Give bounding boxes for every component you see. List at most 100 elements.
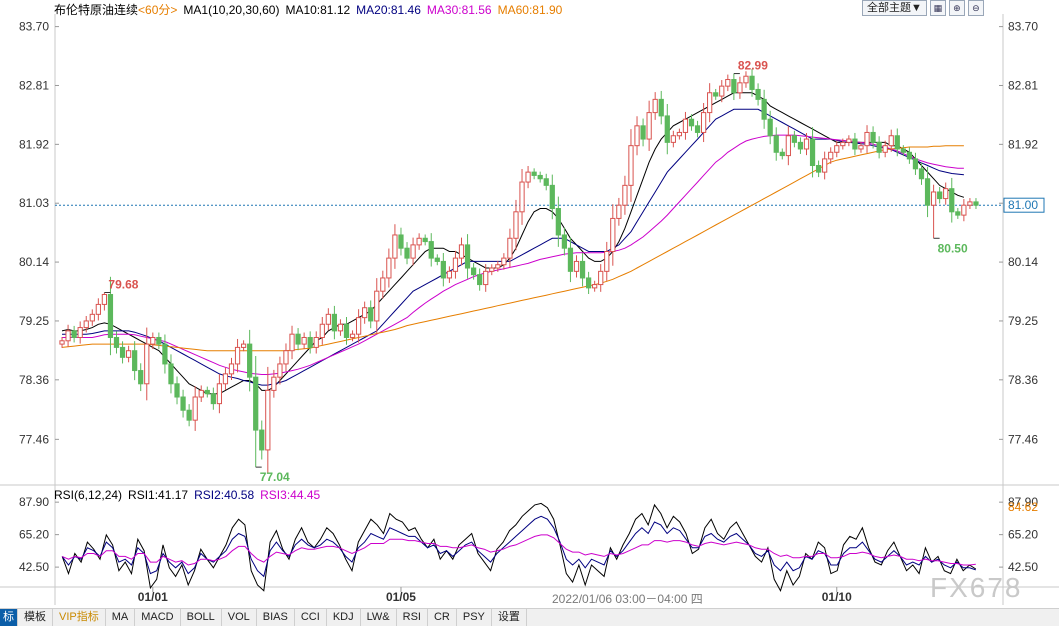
candle-body-up [573, 260, 580, 272]
candle [876, 136, 882, 159]
candle-body-up [943, 188, 949, 200]
candle [531, 168, 537, 180]
candle-body-down [924, 178, 931, 206]
ma-settings-label[interactable]: MA1(10,20,30,60) [183, 3, 280, 17]
rsi-tick-label-left: 42.50 [19, 560, 49, 574]
candle-body-up [362, 307, 368, 319]
tab-cr[interactable]: CR [428, 609, 457, 626]
tab-kdj[interactable]: KDJ [327, 609, 361, 626]
candle [362, 301, 368, 324]
candle [343, 316, 350, 345]
candle-body-down [180, 396, 186, 411]
candle [156, 332, 162, 350]
candle [688, 114, 695, 131]
candle-body-down [779, 151, 785, 157]
tab-macd[interactable]: MACD [135, 609, 181, 626]
candle-body-up [652, 98, 658, 114]
candle-body-up [216, 383, 223, 405]
candle-body-down [797, 141, 804, 150]
y-tick-label-right: 78.36 [1008, 373, 1038, 387]
candle-body-down [295, 333, 301, 345]
candle-body-down [404, 247, 410, 259]
candle [331, 305, 338, 340]
candle [707, 83, 713, 123]
candle [513, 199, 519, 251]
candle [797, 137, 804, 154]
candle-body-down [918, 168, 925, 180]
tab-rsi[interactable]: RSI [397, 609, 428, 626]
period-label[interactable]: <60分> [138, 3, 178, 17]
candle [422, 234, 428, 246]
candle [259, 420, 265, 460]
tab-vol[interactable]: VOL [222, 609, 257, 626]
grid-icon[interactable]: ▦ [929, 0, 946, 16]
candle-body-down [894, 135, 900, 150]
candle [555, 196, 561, 247]
candle [65, 324, 71, 347]
y-tick-label-left: 79.25 [19, 314, 49, 328]
candle-body-down [567, 247, 574, 272]
y-tick-label-left: 78.36 [19, 373, 49, 387]
tab-cci[interactable]: CCI [295, 609, 327, 626]
candle [495, 260, 501, 272]
crosshair-date: 2022/01/06 03:00－04:00 四 [552, 592, 703, 606]
candle [380, 270, 386, 299]
tab-template[interactable]: 模板 [18, 609, 53, 626]
rsi-settings-label[interactable]: RSI(6,12,24) [54, 488, 123, 502]
tab-bias[interactable]: BIAS [257, 609, 295, 626]
candle-body-up [846, 138, 852, 143]
x-tick-label: 01/10 [822, 590, 852, 604]
candle-body-down [398, 234, 404, 249]
zoom-out-icon[interactable]: ⊖ [967, 0, 984, 16]
tab-boll[interactable]: BOLL [181, 609, 222, 626]
candle [198, 385, 204, 402]
rsi2-line [61, 515, 976, 578]
candle-body-down [470, 267, 477, 276]
candle-body-down [755, 88, 761, 100]
y-tick-label-right: 79.25 [1008, 314, 1038, 328]
candle-body-down [912, 158, 919, 170]
candle [640, 118, 646, 147]
tab-vip-indicator[interactable]: VIP指标 [53, 609, 106, 626]
candle [537, 171, 543, 183]
candle-body-down [537, 174, 543, 180]
candle [846, 135, 852, 147]
candle [955, 208, 961, 219]
candle-body-down [585, 277, 592, 289]
time-axis: 01/01 01/05 01/10 [138, 587, 852, 604]
candle-body-down [434, 257, 440, 262]
candle [464, 234, 471, 279]
candle-body-down [107, 293, 114, 338]
tab-psy[interactable]: PSY [457, 609, 492, 626]
tab-indicator[interactable]: 标 [0, 609, 18, 626]
tab-ma[interactable]: MA [106, 609, 136, 626]
candle-body-up [864, 131, 870, 147]
candle [253, 356, 259, 468]
candle [870, 126, 876, 149]
candle-body-down [531, 171, 537, 176]
candle-body-down [791, 135, 798, 143]
candle-body-up [961, 204, 967, 216]
tab-settings[interactable]: 设置 [492, 609, 527, 626]
candle [368, 300, 374, 329]
candle-body-down [664, 115, 670, 143]
candle [186, 404, 192, 427]
candle-body-up [234, 346, 241, 365]
candle-body-down [307, 336, 313, 348]
candle-body-up [834, 145, 840, 153]
candle-body-up [719, 85, 725, 97]
candle [89, 309, 95, 326]
candle-body-down [247, 343, 253, 378]
candle-body-down [428, 241, 434, 259]
y-tick-label-right: 83.70 [1008, 20, 1038, 34]
theme-dropdown[interactable]: 全部主题▼ [862, 0, 927, 16]
zoom-in-icon[interactable]: ⊕ [948, 0, 965, 16]
candle [483, 264, 489, 292]
tab-lw[interactable]: LW& [361, 609, 397, 626]
candle-body-down [477, 274, 483, 286]
price-annotation: 77.04 [260, 470, 290, 484]
candle-body-up [616, 204, 622, 219]
candle-body-up [882, 145, 888, 153]
candle-body-up [822, 158, 828, 173]
